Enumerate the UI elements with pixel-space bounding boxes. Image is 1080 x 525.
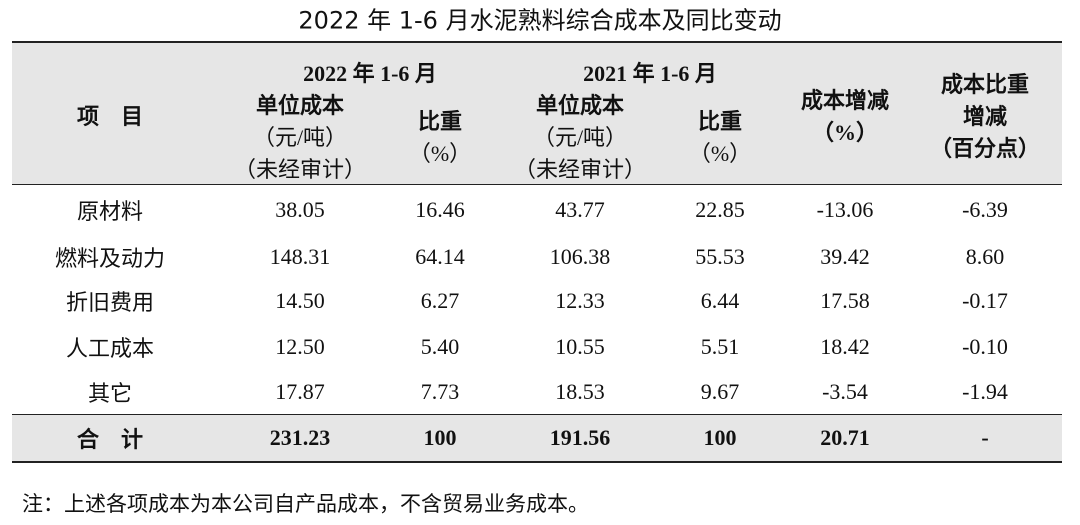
total-cell: 231.23 [269,425,331,450]
column-header: （%） [408,141,472,166]
cell: 9.67 [700,379,740,404]
cell: 18.53 [555,379,605,404]
cell: 6.27 [420,288,460,313]
cell: 55.53 [695,244,745,269]
cell: 8.60 [965,244,1005,269]
cell: 148.31 [269,244,331,269]
cell: -3.54 [822,379,868,404]
column-header: 单位成本 [535,93,625,118]
table-title: 2022 年 1-6 月水泥熟料综合成本及同比变动 [298,6,782,35]
cell: 64.14 [415,244,465,269]
column-header: 增减 [962,104,1008,129]
cell: 106.38 [549,244,611,269]
cell: 14.50 [275,288,325,313]
group-header: 2021 年 1-6 月 [583,61,717,86]
footnote: 注：上述各项成本为本公司自产品成本，不含贸易业务成本。 [22,492,589,516]
header-background [12,42,1062,185]
column-header: （未经审计） [233,157,367,182]
column-header: （%） [688,141,752,166]
cell: 12.33 [555,288,605,313]
column-header: 成本比重 [940,72,1030,97]
row-label: 人工成本 [65,336,155,361]
column-header: （元/吨） [532,125,628,150]
cell: -1.94 [962,379,1008,404]
cell: 12.50 [275,334,325,359]
total-cell: 20.71 [820,425,870,450]
column-header: 比重 [417,109,463,134]
cell: 38.05 [275,197,325,222]
cell: 18.42 [820,334,870,359]
cell: 22.85 [695,197,745,222]
total-label: 合 计 [76,427,144,452]
cell: -6.39 [962,197,1008,222]
column-header: （百分点） [929,136,1041,161]
column-header: （未经审计） [513,157,647,182]
cell: 17.58 [820,288,870,313]
total-background [12,415,1062,462]
total-cell: 191.56 [549,425,611,450]
cell: 5.51 [700,334,740,359]
row-label: 折旧费用 [65,290,155,315]
cell: 17.87 [275,379,325,404]
bottom-rule [12,461,1062,463]
row-label: 原材料 [76,199,144,224]
row-label: 其它 [87,381,133,406]
cell: 6.44 [700,288,740,313]
total-rule [12,414,1062,415]
cell: 7.73 [420,379,460,404]
cell: 43.77 [555,197,605,222]
cell: 5.40 [420,334,460,359]
column-header: （%） [811,120,879,145]
group-header: 2022 年 1-6 月 [303,61,437,86]
row-label: 燃料及动力 [54,246,166,271]
cell: -0.17 [962,288,1008,313]
cell: -13.06 [816,197,874,222]
total-cell: - [981,425,989,450]
top-rule [12,41,1062,43]
column-header: 项 目 [76,104,144,129]
cell: 39.42 [820,244,870,269]
total-cell: 100 [423,425,457,450]
column-header: （元/吨） [252,125,348,150]
header-rule [12,184,1062,185]
column-header: 单位成本 [255,93,345,118]
column-header: 成本增减 [800,88,890,113]
cell: 16.46 [415,197,465,222]
column-header: 比重 [697,109,743,134]
cell: 10.55 [555,334,605,359]
total-cell: 100 [703,425,737,450]
cell: -0.10 [962,334,1008,359]
